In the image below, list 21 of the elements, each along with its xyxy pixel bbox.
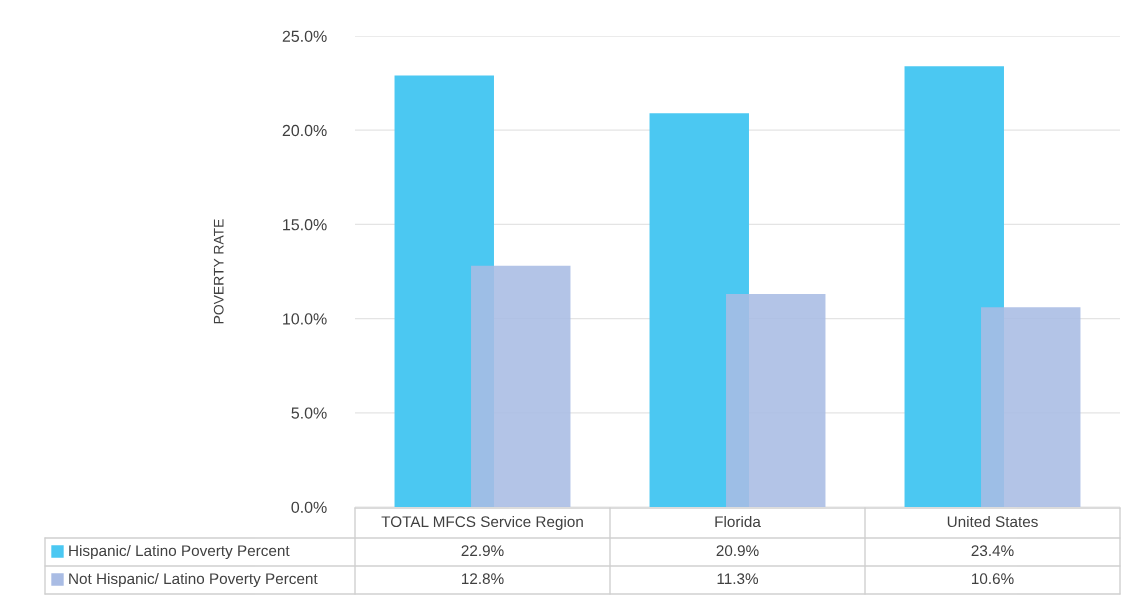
data-label: 10.6% (972, 573, 1014, 585)
data-label: 23.4% (971, 545, 1014, 557)
data-label: 12.8% (462, 573, 504, 585)
data-label: 22.9% (461, 545, 504, 557)
x-tick-label: Florida (715, 515, 761, 528)
x-tick-label: TOTAL MFCS Service Region (381, 515, 583, 531)
bar (981, 307, 1081, 507)
y-tick-label: 5.0% (291, 407, 327, 419)
bar (726, 294, 826, 507)
y-tick-label: 15.0% (283, 219, 327, 231)
bar (471, 265, 571, 507)
y-tick-label: 0.0% (291, 501, 327, 513)
y-tick-label: 10.0% (283, 313, 327, 325)
data-label: 20.9% (716, 545, 759, 557)
legend-label: Not Hispanic/ Latino Poverty Percent (69, 572, 318, 588)
y-axis-title: POVERTY RATE (213, 219, 224, 324)
y-tick-label: 20.0% (282, 124, 327, 137)
data-label: 11.3% (717, 573, 759, 585)
legend-label: Hispanic/ Latino Poverty Percent (69, 544, 290, 560)
x-tick-label: United States (947, 515, 1038, 528)
y-tick-label: 25.0% (282, 30, 327, 42)
